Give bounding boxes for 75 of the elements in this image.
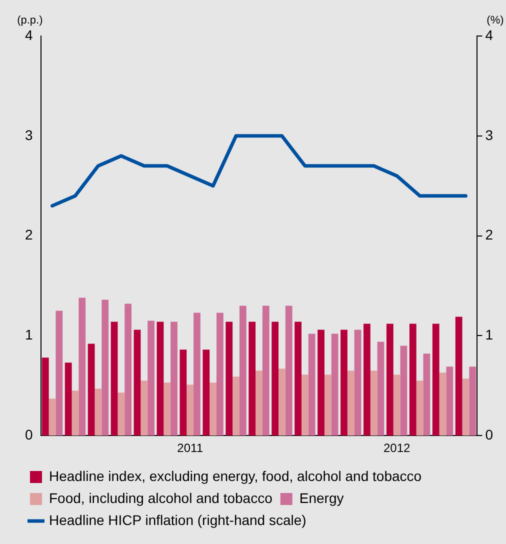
bar	[134, 330, 141, 436]
y2-tick-label: 3	[485, 126, 494, 143]
bar	[446, 366, 454, 436]
bar	[340, 330, 348, 436]
y-tick-label: 1	[24, 326, 33, 343]
bar	[262, 306, 270, 436]
y-tick-label: 4	[24, 26, 33, 43]
bar	[354, 330, 362, 436]
y2-tick-label: 1	[485, 326, 494, 343]
legend-label: Headline HICP inflation (right-hand scale)	[49, 512, 306, 528]
bar	[164, 382, 171, 436]
bar	[48, 398, 56, 436]
bar	[156, 322, 164, 436]
legend-label: Headline index, excluding energy, food, alcohol and tobacco	[49, 468, 422, 484]
y2-tick-label: 4	[485, 26, 494, 43]
bar	[423, 354, 430, 436]
x-tick-label: 2012	[383, 441, 410, 456]
bar	[285, 306, 292, 436]
bar	[324, 374, 332, 436]
bar	[56, 310, 63, 436]
bar	[186, 384, 194, 436]
x-tick-label: 2011	[177, 441, 204, 456]
bar	[64, 362, 72, 436]
legend-label: Food, including alcohol and tobacco	[49, 490, 273, 506]
bar	[226, 322, 233, 436]
bar	[393, 374, 400, 436]
bar	[272, 322, 279, 436]
bar	[180, 350, 187, 436]
bar	[278, 368, 286, 436]
bar	[78, 298, 86, 436]
bar	[432, 324, 440, 436]
legend-label: Energy	[299, 490, 344, 506]
y2-axis-title: (%)	[486, 14, 504, 27]
y-axis-title: (p.p.)	[17, 14, 43, 27]
bar	[88, 344, 95, 436]
bar	[232, 376, 240, 436]
bar	[416, 380, 424, 436]
bar	[102, 300, 109, 436]
y-tick-label: 2	[24, 226, 33, 243]
y-tick-label: 0	[24, 426, 33, 442]
bar	[347, 370, 354, 436]
bar	[400, 346, 408, 436]
bar	[42, 358, 49, 436]
bar	[308, 334, 316, 436]
bar	[294, 322, 302, 436]
bar	[210, 382, 217, 436]
bar	[140, 380, 148, 436]
bar	[216, 312, 224, 436]
y-tick-label: 3	[24, 126, 33, 143]
bar	[194, 312, 200, 436]
bar	[110, 322, 118, 436]
bar	[94, 388, 102, 436]
y2-tick-label: 2	[485, 226, 494, 243]
bar	[462, 378, 470, 436]
bar	[202, 350, 210, 436]
bar	[72, 390, 79, 436]
bar	[301, 374, 308, 436]
bar	[370, 370, 378, 436]
bar	[377, 342, 384, 436]
bar	[239, 306, 246, 436]
bar	[455, 316, 462, 436]
bar	[364, 324, 370, 436]
bar	[124, 304, 132, 436]
bar	[248, 322, 256, 436]
bar	[469, 366, 476, 436]
bar	[331, 334, 338, 436]
y2-tick-label: 0	[485, 426, 494, 442]
bar	[409, 324, 416, 436]
bar	[386, 324, 394, 436]
bar	[318, 330, 324, 436]
bar	[118, 392, 125, 436]
bar	[256, 370, 262, 436]
bar	[148, 320, 154, 436]
bar	[170, 322, 178, 436]
bar	[439, 372, 446, 436]
